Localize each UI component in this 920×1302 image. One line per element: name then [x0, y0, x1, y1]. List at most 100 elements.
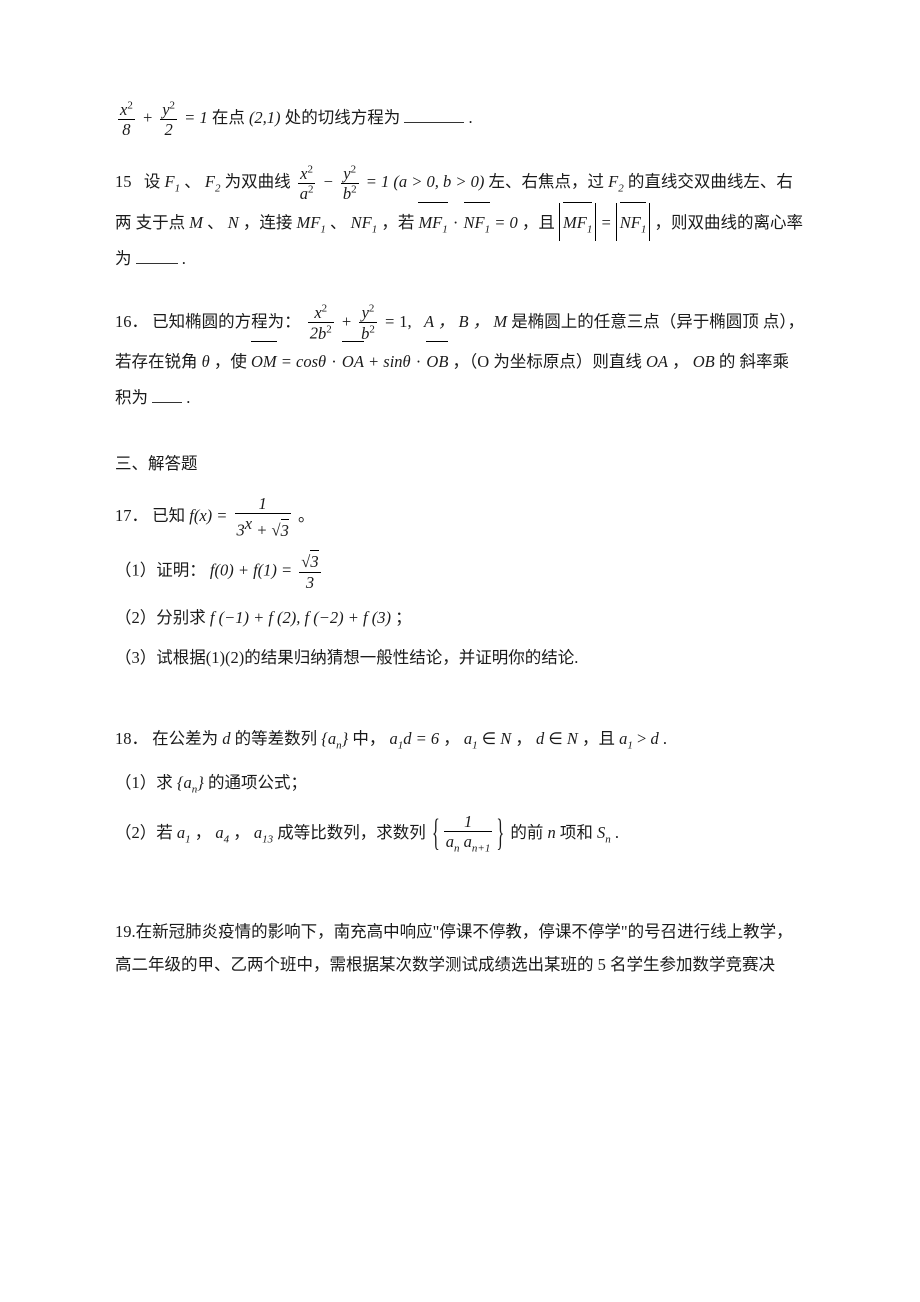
eq: = — [384, 312, 399, 331]
q14-period: . — [468, 108, 472, 127]
q16-period: . — [186, 388, 190, 407]
q16-text-d: ，使 — [214, 352, 247, 371]
q17: 17． 已知 f(x) = 1 3x + √3 。 （1）证明： f(0) + … — [115, 495, 805, 672]
q15-text-f: 支于点 — [136, 213, 186, 232]
q14-frac-y: y2 2 — [159, 100, 178, 138]
q18-num: 18． — [115, 729, 148, 748]
q14-text-b: 处的切线方程为 — [285, 108, 401, 127]
q18-Sn: Sn — [597, 823, 611, 842]
q18-eq3: d ∈ N — [536, 729, 578, 748]
dot3-icon: · — [415, 352, 423, 371]
lbrace-icon: { — [431, 815, 441, 853]
q15-MF1a: MF1 — [297, 213, 326, 232]
rbrace1: } — [342, 729, 349, 748]
q15-NF1a: NF1 — [351, 213, 378, 232]
q17-num: 17． — [115, 506, 148, 525]
vec-OM: OM — [251, 342, 277, 380]
q15-text-k: 为 — [115, 249, 132, 268]
equals: = — [184, 108, 199, 127]
rbrace-icon: } — [495, 815, 505, 853]
q16-text-a: 已知椭圆的方程为： — [152, 312, 301, 331]
q17-sub1: （1）证明： f(0) + f(1) = √3 3 — [115, 553, 805, 591]
q17-sub3: （3）试根据(1)(2)的结果归纳猜想一般性结论，并证明你的结论. — [115, 645, 805, 671]
q16-one: 1, — [399, 312, 411, 331]
q15-text-i: ，且 — [522, 213, 555, 232]
q17-frac: 1 3x + √3 — [234, 495, 292, 539]
q16-num: 16． — [115, 312, 148, 331]
q16-text-b-tail: 是椭圆上的任意三点（异于椭圆顶 — [511, 312, 759, 331]
lbrace1: { — [321, 729, 328, 748]
OA-text: OA — [646, 352, 668, 371]
q15-frac-y: y2 b2 — [340, 164, 360, 203]
q17-func: f(x) = — [189, 506, 227, 525]
abs-MF1: MF1 — [559, 203, 596, 241]
abs-NF1: NF1 — [616, 203, 651, 241]
q17-text-a: 已知 — [152, 506, 185, 525]
q15: 15 设 F1 、 F2 为双曲线 x2 a2 − y2 b2 = 1 (a >… — [115, 164, 805, 277]
q14-rhs: 1 — [199, 108, 207, 127]
plus: + — [341, 312, 356, 331]
q18-text-a: 在公差为 — [152, 729, 218, 748]
q18-brace-seq: { 1 an an+1 } — [430, 813, 506, 855]
q17-tail: 。 — [298, 506, 315, 525]
q16-frac-x: x2 2b2 — [307, 304, 335, 343]
q18-s2-f: 的前 — [510, 823, 543, 842]
q15-F2b: F2 — [608, 172, 624, 191]
q18-s1: （1）求 — [115, 773, 173, 792]
q18-s1-tail: 的通项公式； — [208, 773, 307, 792]
q17-s1-label: （1）证明： — [115, 561, 206, 580]
sep: 、 — [184, 172, 201, 191]
section-3-heading: 三、解答题 — [115, 451, 805, 477]
q18-period: . — [663, 729, 667, 748]
q18-s2-e: 成等比数列，求数列 — [277, 823, 426, 842]
q14-frac-x: x2 8 — [117, 100, 136, 138]
q18-s2-g: 项和 — [560, 823, 593, 842]
q18-a4: a4 — [215, 823, 229, 842]
q15-F1: F1 — [165, 172, 181, 191]
q19: 19.在新冠肺炎疫情的影响下，南充高中响应"停课不停教，停课不停学"的号召进行线… — [115, 915, 805, 981]
q15-text-c: 为双曲线 — [225, 172, 291, 191]
q16-ABM: A ， B ， M — [424, 312, 507, 331]
q18-sub2: （2）若 a1 ， a4 ， a13 成等比数列，求数列 { 1 an an+1… — [115, 813, 805, 855]
comma1: ， — [443, 729, 460, 748]
eq2: = — [600, 213, 615, 232]
q18-s2-a: （2）若 — [115, 823, 173, 842]
q15-text-d: 左、右焦点，过 — [488, 172, 604, 191]
rbrace2: } — [197, 773, 204, 792]
vec-OA: OA — [342, 342, 364, 380]
q16-text-f: 的 — [719, 352, 736, 371]
q15-M: M — [189, 213, 203, 232]
q16-text-e: ，（O 为坐标原点）则直线 — [453, 352, 642, 371]
dot-icon: · — [452, 213, 460, 232]
q17-s2-a: f (−1) + f (2), f (−2) + f (3) — [210, 608, 391, 627]
q18-a1: a1 — [177, 823, 191, 842]
theta: θ — [202, 352, 210, 371]
q16: 16． 已知椭圆的方程为： x2 2b2 + y2 b2 = 1, A ， B … — [115, 304, 805, 417]
vec-NF1: NF1 — [464, 203, 491, 241]
q15-N: N — [228, 213, 239, 232]
plus-sin: + sin — [368, 352, 403, 371]
eq: = — [366, 172, 381, 191]
q15-text-a: 设 — [144, 172, 161, 191]
OB-text: OB — [693, 352, 715, 371]
eq-cos: = cos — [281, 352, 318, 371]
q17-sub2: （2）分别求 f (−1) + f (2), f (−2) + f (3) ； — [115, 605, 805, 631]
q18-text-b: 的等差数列 — [235, 729, 318, 748]
q18-eq4: a1 > d — [619, 729, 659, 748]
q18-n: n — [548, 823, 556, 842]
q17-s1-frac: √3 3 — [298, 553, 321, 591]
q18: 18． 在公差为 d 的等差数列 {an} 中， a1d = 6 ， a1 ∈ … — [115, 722, 805, 855]
q15-frac-x: x2 a2 — [297, 164, 317, 203]
comma2: ， — [515, 729, 532, 748]
plus-sign: + — [142, 108, 153, 127]
q14-point: (2,1) — [249, 108, 281, 127]
q14-text-a: 在点 — [212, 108, 245, 127]
q18-eq1-lhs: a1d — [389, 729, 411, 748]
q18-eq2: a1 ∈ N — [464, 729, 511, 748]
q18-an: an — [328, 729, 342, 748]
q18-s2-tail: . — [615, 823, 619, 842]
q16-blank — [152, 384, 182, 403]
eq: = — [416, 729, 431, 748]
q16-frac-y: y2 b2 — [358, 304, 378, 343]
vec-OB: OB — [426, 342, 448, 380]
